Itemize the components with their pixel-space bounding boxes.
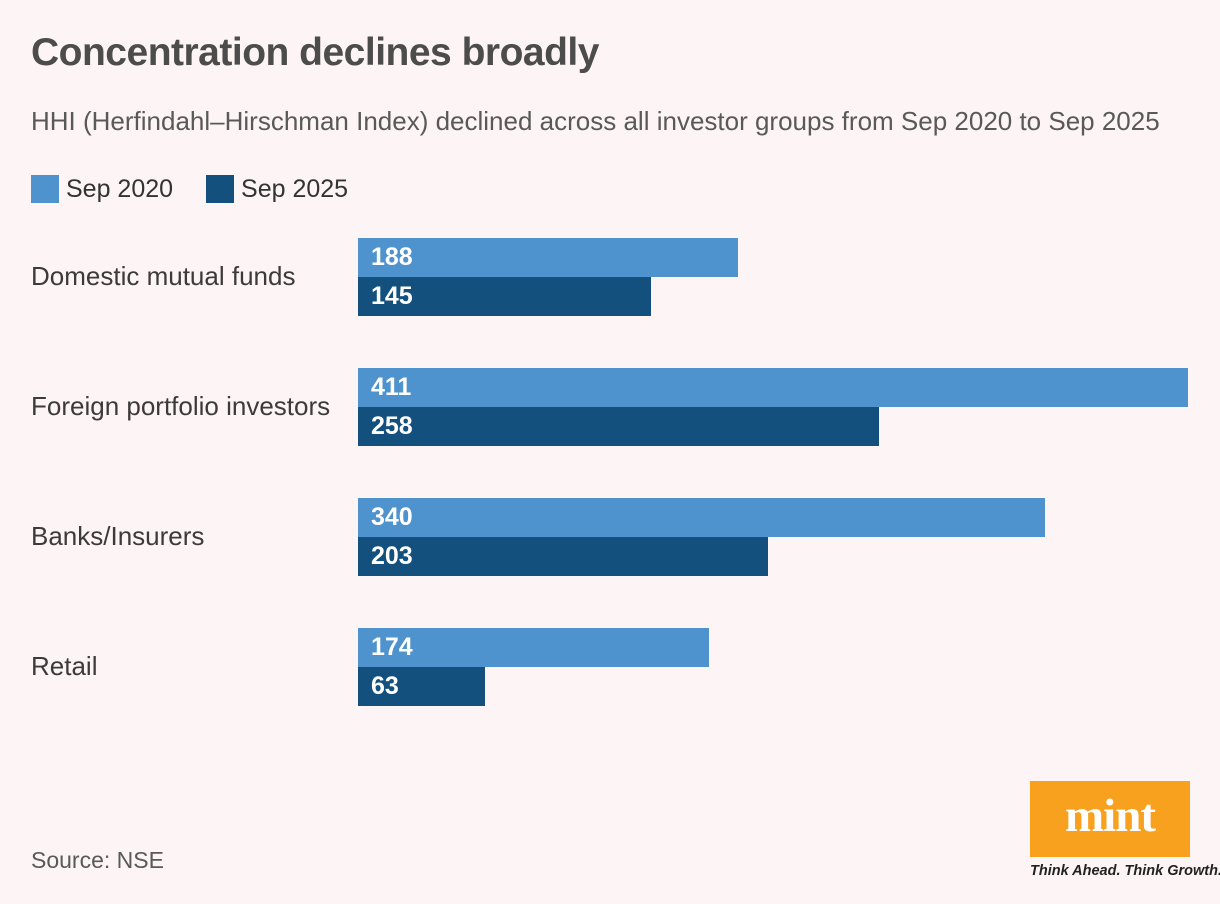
bar-group-domestic-mutual-funds: Domestic mutual funds 188 145 [31, 237, 1188, 316]
mint-logo-box: mint [1030, 781, 1190, 857]
bar-value-label: 258 [371, 411, 413, 440]
legend-swatch-sep-2020-icon [31, 175, 59, 204]
page-title: Concentration declines broadly [31, 31, 599, 74]
bar-sep-2020: 188 [358, 237, 738, 277]
mint-logo-text: mint [1065, 789, 1156, 842]
bar-value-label: 340 [371, 502, 413, 531]
bar-sep-2025: 63 [358, 666, 486, 706]
legend-item-sep-2025: Sep 2025 [206, 175, 348, 204]
bar-sep-2020: 174 [358, 627, 710, 667]
category-label: Banks/Insurers [31, 521, 205, 552]
bar-sep-2025: 145 [358, 276, 651, 316]
category-label: Foreign portfolio investors [31, 391, 331, 422]
mint-logo-tagline: Think Ahead. Think Growth. [1030, 863, 1220, 879]
bar-sep-2020: 411 [358, 367, 1188, 407]
bar-group-foreign-portfolio-investors: Foreign portfolio investors 411 258 [31, 367, 1188, 446]
bar-sep-2025: 258 [358, 406, 880, 446]
legend-item-sep-2020: Sep 2020 [31, 175, 173, 204]
category-label: Domestic mutual funds [31, 261, 296, 292]
bar-chart: Domestic mutual funds 188 145 Foreign po… [31, 237, 1188, 706]
legend-swatch-sep-2025-icon [206, 175, 235, 204]
bar-value-label: 411 [371, 372, 412, 401]
bar-value-label: 203 [371, 541, 413, 570]
bar-value-label: 174 [371, 632, 413, 661]
category-label: Retail [31, 651, 98, 682]
chart-subtitle: HHI (Herfindahl–Hirschman Index) decline… [31, 105, 1160, 136]
bar-sep-2025: 203 [358, 536, 768, 576]
bar-value-label: 188 [371, 242, 413, 271]
bar-group-retail: Retail 174 63 [31, 627, 1188, 706]
mint-logo: mint Think Ahead. Think Growth. [1030, 781, 1220, 879]
legend: Sep 2020 Sep 2025 [31, 175, 1188, 204]
bar-sep-2020: 340 [358, 497, 1045, 537]
bar-value-label: 63 [371, 671, 399, 700]
bar-group-banks-insurers: Banks/Insurers 340 203 [31, 497, 1188, 576]
legend-label: Sep 2025 [241, 174, 349, 203]
legend-label: Sep 2020 [66, 174, 174, 203]
source-note: Source: NSE [31, 847, 164, 873]
bar-value-label: 145 [371, 281, 413, 310]
